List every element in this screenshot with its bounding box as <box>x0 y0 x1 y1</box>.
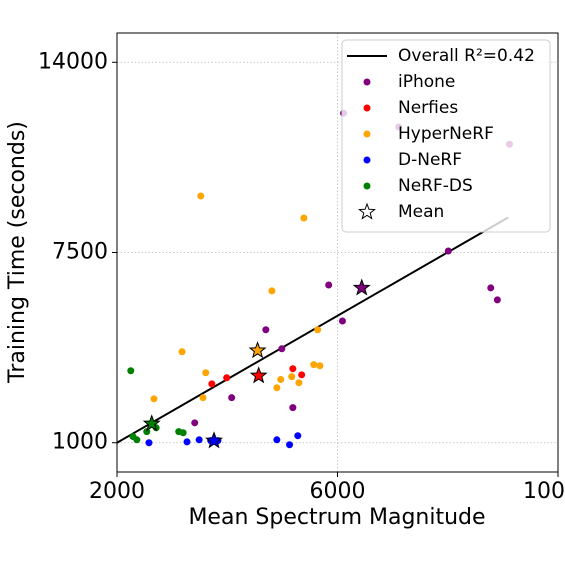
legend-marker <box>363 182 371 190</box>
mean-star <box>142 414 161 432</box>
point <box>179 429 187 437</box>
legend-marker <box>363 78 371 86</box>
point <box>228 394 236 402</box>
mean-star <box>352 278 371 296</box>
x-tick-label: 2000 <box>89 479 145 504</box>
point <box>268 287 276 295</box>
point <box>487 284 495 292</box>
point <box>208 380 216 388</box>
point <box>273 436 281 444</box>
point <box>298 371 306 379</box>
legend-label: Mean <box>398 202 444 222</box>
point <box>145 439 153 447</box>
y-tick-label: 14000 <box>38 49 108 74</box>
legend-marker <box>363 104 371 112</box>
legend-label: HyperNeRF <box>398 124 494 144</box>
point <box>493 296 501 304</box>
point <box>289 404 297 412</box>
point <box>300 214 308 222</box>
point <box>178 348 186 356</box>
point <box>183 438 191 446</box>
legend-box <box>341 39 551 233</box>
legend-marker <box>363 130 371 138</box>
point <box>288 373 296 381</box>
point <box>191 419 199 427</box>
point <box>310 361 318 369</box>
point <box>278 345 286 353</box>
legend-star <box>358 202 376 220</box>
legend-label: D-NeRF <box>398 150 462 170</box>
x-tick-label: 6000 <box>310 479 366 504</box>
point <box>127 367 135 375</box>
plot-frame <box>116 32 559 473</box>
point <box>316 362 324 370</box>
point <box>143 428 151 436</box>
point <box>314 326 322 334</box>
point <box>277 376 285 384</box>
point <box>195 436 203 444</box>
point <box>150 395 158 403</box>
y-axis-label: Training Time (seconds) <box>5 121 30 384</box>
point <box>273 384 281 392</box>
y-tick-label: 7500 <box>52 240 108 265</box>
legend-label: Nerfies <box>398 98 458 118</box>
legend-label: iPhone <box>398 72 455 92</box>
y-tick-label: 1000 <box>52 430 108 455</box>
point <box>289 365 297 373</box>
legend-label: NeRF-DS <box>398 176 473 196</box>
x-axis-label: Mean Spectrum Magnitude <box>188 505 485 530</box>
point <box>325 281 333 289</box>
mean-star <box>205 431 223 449</box>
point <box>199 394 207 402</box>
point <box>294 432 302 440</box>
point <box>262 326 270 334</box>
legend-marker <box>363 156 371 164</box>
legend-label: Overall R²=0.42 <box>398 46 535 66</box>
point <box>444 247 452 255</box>
regression-line <box>116 216 509 444</box>
point <box>202 369 210 377</box>
x-tick-label: 10000 <box>523 479 565 504</box>
point <box>295 379 303 387</box>
mean-star <box>249 366 268 384</box>
point <box>133 436 141 444</box>
point <box>197 192 205 200</box>
point <box>286 441 294 449</box>
point <box>338 317 346 325</box>
mean-star <box>248 341 267 359</box>
point <box>223 374 231 382</box>
